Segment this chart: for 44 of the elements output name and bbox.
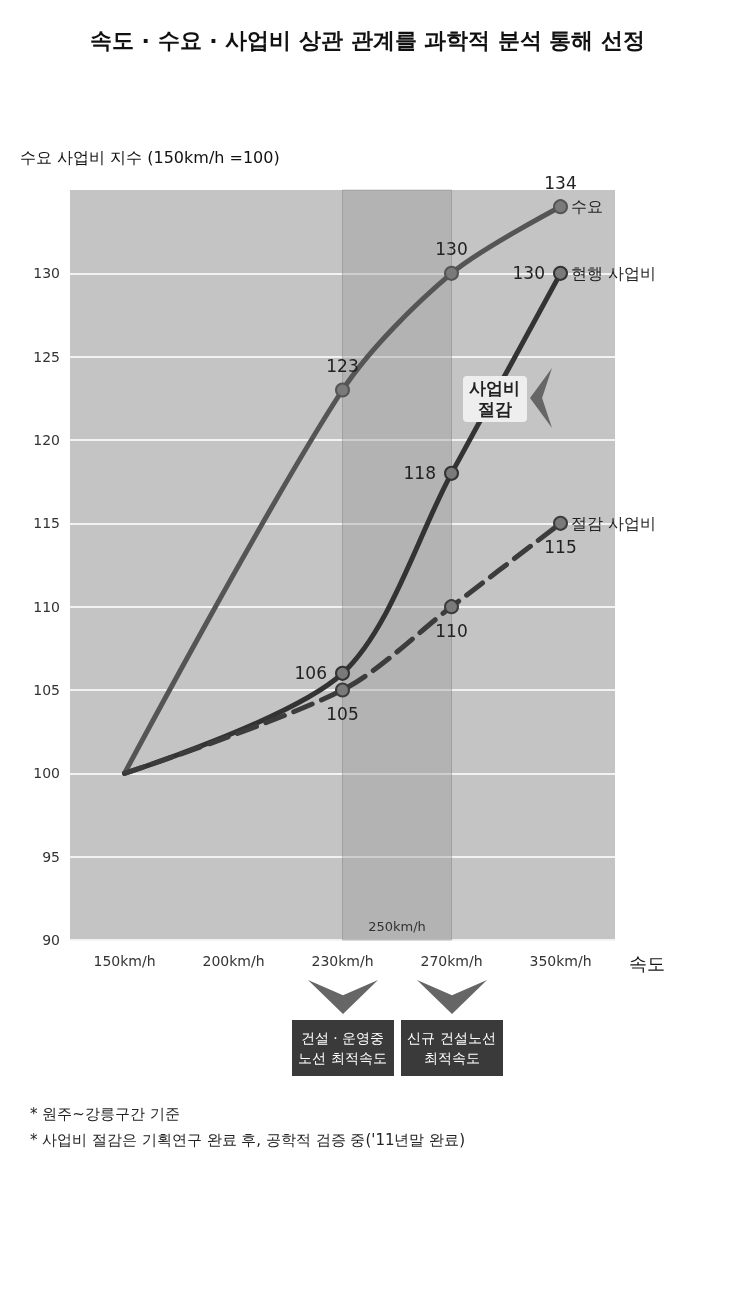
point [335, 682, 350, 698]
point [553, 199, 568, 215]
point [335, 665, 350, 681]
series-label: 수요 [570, 197, 603, 217]
text: 건설 · 운영중 노선 최적속도 [291, 1020, 394, 1076]
y-tick-label: 105 [33, 682, 60, 698]
point [553, 265, 568, 281]
x-tick-label: 150km/h [93, 953, 156, 969]
data-label: 110 [435, 620, 468, 641]
y-tick-label: 130 [33, 265, 60, 282]
data-label: 123 [326, 356, 359, 376]
x-axis-title: 속도 [629, 952, 665, 974]
x-tick-label: 200km/h [202, 953, 265, 969]
text: * 사업비 절감은 기획연구 완료 후, 공학적 검증 중('11년말 완료) [30, 1131, 466, 1150]
point [444, 265, 459, 281]
text: 신규 건설노선 최적속도 [400, 1020, 503, 1076]
x-tick-label: 350km/h [529, 953, 592, 969]
data-label: 106 [294, 663, 327, 684]
y-tick-label: 95 [42, 848, 60, 865]
data-label: 115 [544, 537, 577, 558]
data-label: 105 [326, 704, 359, 724]
series-label: 현행 사업비 [570, 263, 656, 283]
point [553, 515, 568, 531]
y-tick-label: 115 [33, 515, 60, 532]
data-label: 134 [544, 172, 577, 193]
y-tick-label: 125 [33, 348, 60, 365]
y-axis-title: 수요 사업비 지수 (150km/h =100) [20, 147, 280, 167]
data-label: 118 [403, 463, 436, 484]
data-label: 130 [435, 239, 468, 260]
point [444, 465, 459, 481]
data-label: 130 [512, 263, 545, 284]
point [444, 599, 459, 615]
text: * 원주~강릉구간 기준 [30, 1105, 180, 1124]
band-label: 250km/h [368, 918, 426, 934]
series-label: 절감 사업비 [570, 513, 656, 533]
x-tick-label: 230km/h [311, 953, 374, 969]
x-tick-label: 270km/h [420, 953, 483, 969]
annotation: 사업비 절감 [462, 376, 527, 423]
y-tick-label: 110 [33, 598, 60, 615]
y-tick-label: 90 [42, 932, 60, 948]
point [335, 382, 350, 398]
y-tick-label: 120 [33, 432, 60, 448]
y-tick-label: 100 [33, 765, 60, 782]
chart-title: 속도 · 수요 · 사업비 상관 관계를 과학적 분석 통해 선정 [89, 27, 646, 53]
